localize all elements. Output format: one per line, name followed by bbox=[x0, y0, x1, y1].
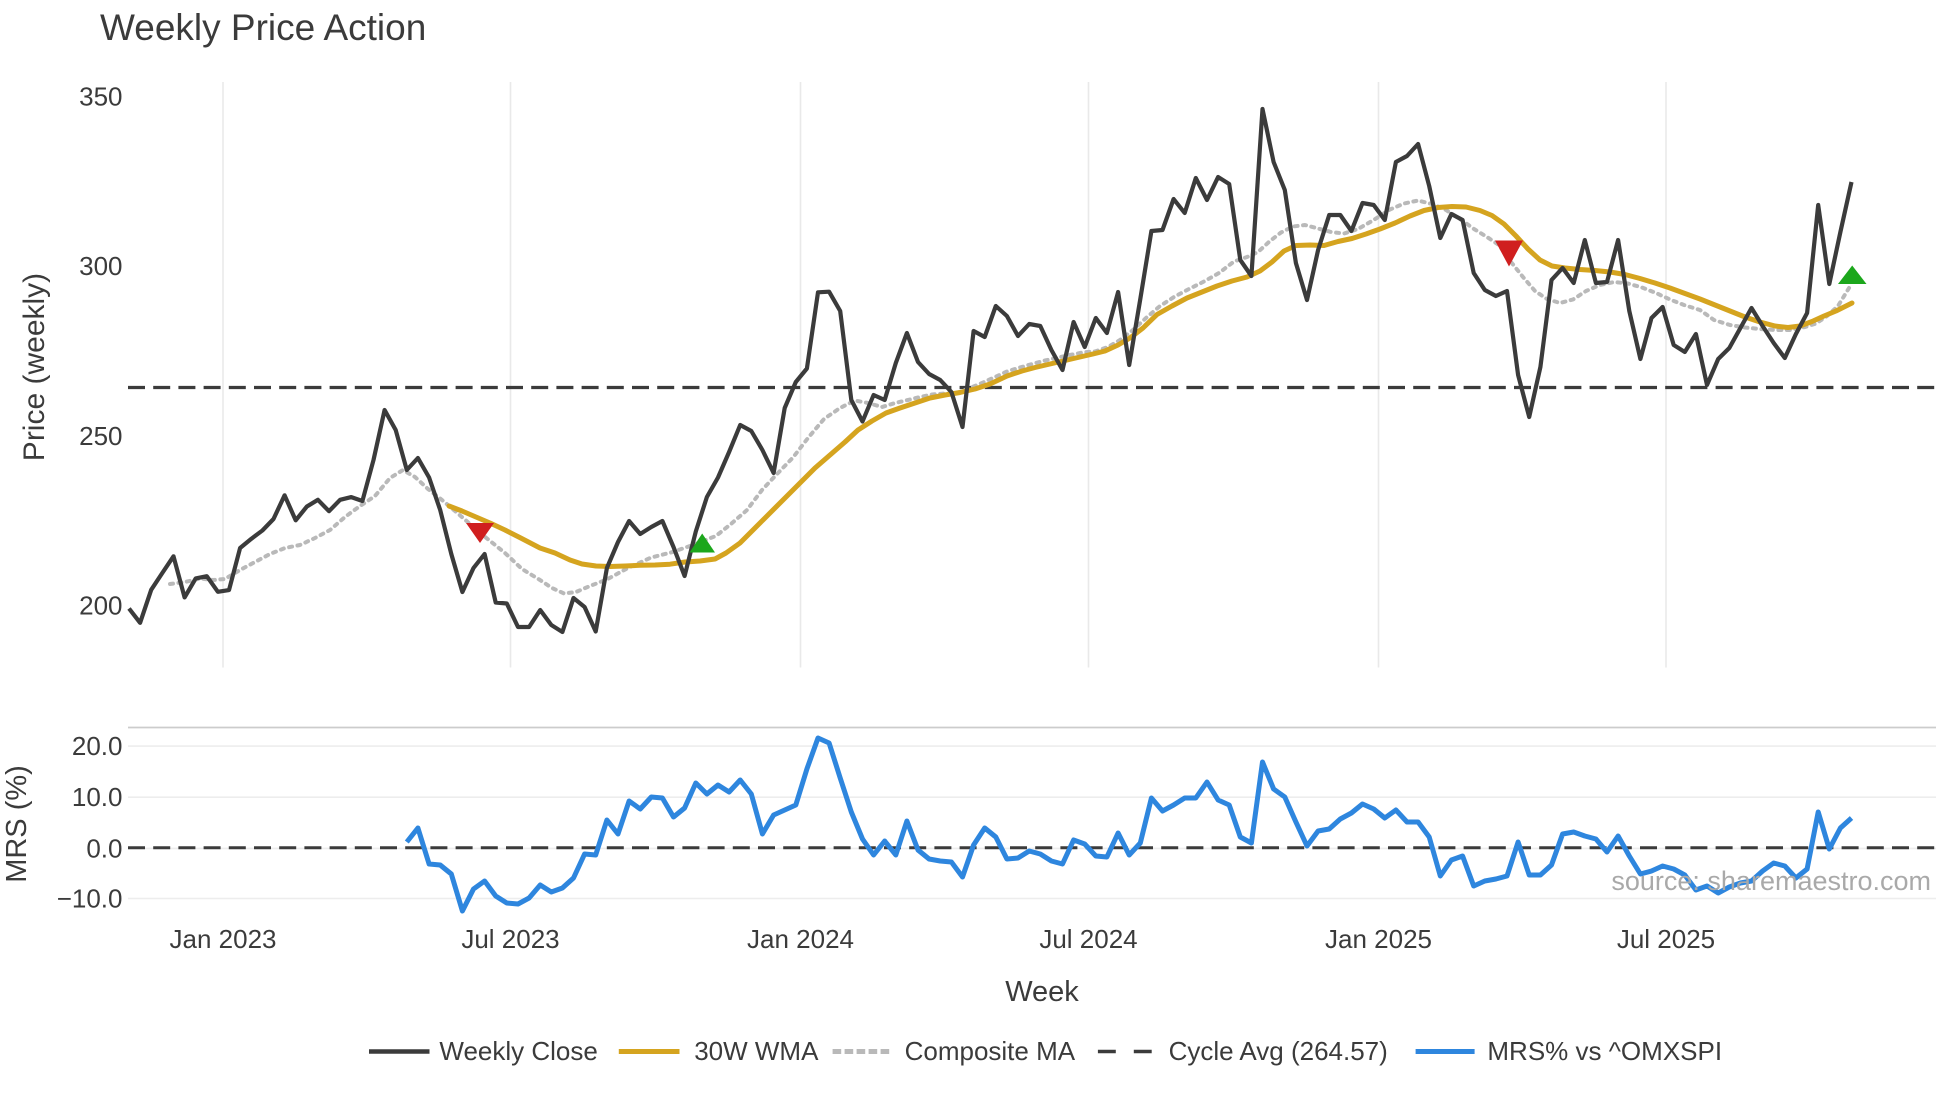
svg-text:−10.0: −10.0 bbox=[57, 884, 123, 914]
svg-text:350: 350 bbox=[79, 81, 122, 111]
svg-text:Jan 2024: Jan 2024 bbox=[747, 924, 854, 954]
svg-text:source: sharemaestro.com: source: sharemaestro.com bbox=[1611, 866, 1931, 896]
svg-text:30W WMA: 30W WMA bbox=[694, 1036, 819, 1066]
svg-text:Weekly Price Action: Weekly Price Action bbox=[100, 7, 426, 48]
svg-text:Weekly Close: Weekly Close bbox=[439, 1036, 597, 1066]
svg-text:250: 250 bbox=[79, 421, 122, 451]
svg-text:Composite MA: Composite MA bbox=[905, 1036, 1076, 1066]
svg-text:MRS (%): MRS (%) bbox=[1, 765, 33, 883]
svg-text:Price (weekly): Price (weekly) bbox=[18, 273, 51, 461]
svg-text:300: 300 bbox=[79, 251, 122, 281]
svg-text:Week: Week bbox=[1005, 976, 1079, 1008]
svg-text:0.0: 0.0 bbox=[86, 833, 122, 863]
svg-text:Jul 2023: Jul 2023 bbox=[461, 924, 559, 954]
svg-text:MRS% vs ^OMXSPI: MRS% vs ^OMXSPI bbox=[1487, 1036, 1722, 1066]
svg-text:Jul 2025: Jul 2025 bbox=[1617, 924, 1715, 954]
svg-text:Jan 2023: Jan 2023 bbox=[170, 924, 277, 954]
svg-text:10.0: 10.0 bbox=[72, 782, 123, 812]
svg-text:200: 200 bbox=[79, 591, 122, 621]
svg-text:Jan 2025: Jan 2025 bbox=[1325, 924, 1432, 954]
svg-text:20.0: 20.0 bbox=[72, 731, 123, 761]
svg-text:Jul 2024: Jul 2024 bbox=[1039, 924, 1137, 954]
svg-text:Cycle Avg (264.57): Cycle Avg (264.57) bbox=[1169, 1036, 1388, 1066]
